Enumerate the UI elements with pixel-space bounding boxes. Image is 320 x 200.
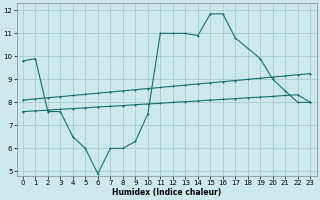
X-axis label: Humidex (Indice chaleur): Humidex (Indice chaleur): [112, 188, 221, 197]
